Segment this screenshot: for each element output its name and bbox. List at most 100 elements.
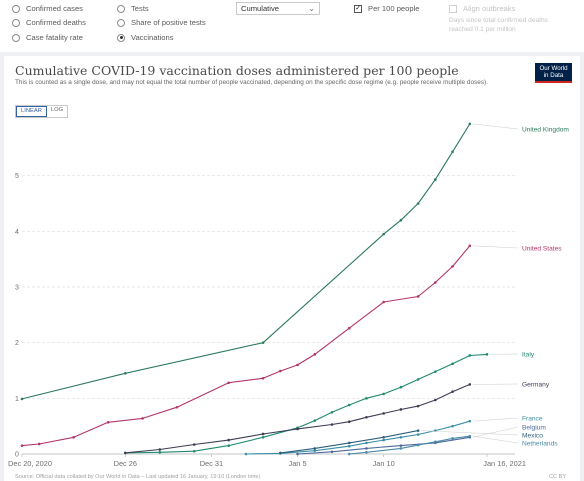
data-point: [20, 397, 24, 401]
data-point: [399, 444, 403, 447]
data-point: [106, 420, 110, 424]
log-scale-button[interactable]: LOG: [50, 107, 64, 113]
data-point: [434, 398, 437, 402]
data-point: [261, 436, 265, 439]
radio-dot[interactable]: [117, 18, 125, 27]
data-point: [416, 295, 420, 298]
data-point: [347, 326, 351, 330]
data-point: [296, 452, 299, 456]
data-point: [347, 420, 351, 424]
radio-label: Case fatality rate: [26, 33, 83, 42]
owid-logo[interactable]: Our World in Data: [535, 63, 572, 83]
radio-dot[interactable]: [117, 4, 125, 13]
data-point: [416, 202, 420, 205]
data-point: [468, 244, 472, 248]
logo-accent-bar: [535, 81, 572, 83]
series-label: Belgium: [522, 424, 546, 431]
x-tick-label: Jan 10: [373, 459, 395, 468]
data-point: [416, 443, 420, 447]
y-tick-label: 1: [15, 396, 19, 403]
data-point: [468, 354, 472, 357]
x-tick-label: Jan 16, 2021: [483, 459, 526, 468]
data-point: [261, 341, 265, 344]
data-point: [296, 363, 299, 367]
x-tick-label: Dec 26: [114, 459, 137, 468]
data-point: [451, 150, 454, 154]
chart-subtitle: This is counted as a single dose, and ma…: [15, 79, 488, 86]
data-point: [347, 403, 351, 407]
radio-dot-selected[interactable]: [117, 33, 125, 42]
data-point: [416, 378, 420, 381]
data-point: [261, 432, 265, 436]
data-point: [399, 218, 403, 222]
interval-select[interactable]: Cumulative ⌄: [236, 2, 320, 15]
data-point: [261, 376, 265, 380]
per-100-label: Per 100 people: [368, 4, 420, 13]
data-point: [124, 371, 127, 375]
data-point: [468, 434, 472, 438]
data-point: [158, 451, 162, 454]
legend-connector: [421, 430, 519, 436]
data-point: [468, 383, 472, 386]
radio-dot[interactable]: [12, 18, 20, 27]
radio-label: Confirmed cases: [26, 4, 83, 13]
align-note: Days since total confirmed deaths reache…: [449, 16, 548, 34]
series-label: Mexico: [522, 432, 543, 439]
radio-label: Share of positive tests: [131, 18, 206, 27]
data-point: [296, 427, 299, 431]
radio-confirmed-cases[interactable]: Confirmed cases: [12, 4, 83, 13]
legend-connector: [472, 417, 519, 422]
interval-select-value: Cumulative: [241, 4, 279, 13]
radio-confirmed-deaths[interactable]: Confirmed deaths: [12, 18, 86, 27]
per-100-checkbox[interactable]: ✓ Per 100 people: [354, 4, 420, 13]
radio-case-fatality-rate[interactable]: Case fatality rate: [12, 33, 83, 42]
align-note-line-1: Days since total confirmed deaths: [449, 17, 548, 24]
data-point: [347, 444, 351, 448]
data-point: [434, 178, 437, 181]
chart-title: Cumulative COVID-19 vaccination doses ad…: [15, 63, 459, 78]
align-outbreaks-checkbox[interactable]: Align outbreaks: [449, 4, 515, 13]
data-point: [434, 440, 437, 444]
x-tick-label: Dec 31: [200, 459, 223, 468]
align-note-line-2: reached 0.1 per million: [449, 26, 516, 33]
data-point: [434, 281, 437, 284]
radio-tests[interactable]: Tests: [117, 4, 149, 13]
data-point: [451, 390, 454, 393]
data-point: [37, 442, 41, 446]
legend-connector: [472, 426, 519, 438]
scale-toggle: LINEAR LOG: [15, 105, 69, 118]
checkmark-icon[interactable]: ✓: [354, 4, 362, 13]
license-label: CC BY: [549, 474, 567, 480]
data-point: [382, 232, 385, 236]
source-note: Source: Official data collated by Our Wo…: [15, 474, 261, 480]
data-point: [192, 449, 196, 453]
data-point: [399, 408, 403, 411]
x-tick-label: Jan 5: [289, 459, 307, 468]
radio-share-positive-tests[interactable]: Share of positive tests: [117, 18, 206, 27]
data-point: [399, 447, 403, 450]
data-point: [382, 436, 385, 439]
series-line: [125, 383, 471, 454]
data-point: [330, 423, 334, 426]
checkbox-box[interactable]: [449, 4, 457, 13]
radio-dot[interactable]: [12, 33, 20, 42]
data-point: [485, 353, 489, 356]
data-point: [313, 449, 317, 452]
linear-scale-button[interactable]: LINEAR: [16, 106, 47, 117]
data-point: [416, 404, 420, 408]
data-point: [365, 397, 368, 400]
data-point: [313, 419, 317, 422]
data-point: [468, 419, 472, 423]
data-point: [72, 436, 75, 439]
y-tick-label: 4: [15, 229, 19, 236]
radio-vaccinations[interactable]: Vaccinations: [117, 33, 174, 42]
series-line: [21, 245, 471, 447]
data-point: [330, 410, 334, 414]
data-point: [244, 452, 248, 456]
y-tick-label: 5: [15, 173, 19, 180]
data-point: [382, 392, 385, 396]
data-point: [382, 412, 385, 415]
radio-dot[interactable]: [12, 4, 20, 13]
data-point: [192, 443, 196, 446]
